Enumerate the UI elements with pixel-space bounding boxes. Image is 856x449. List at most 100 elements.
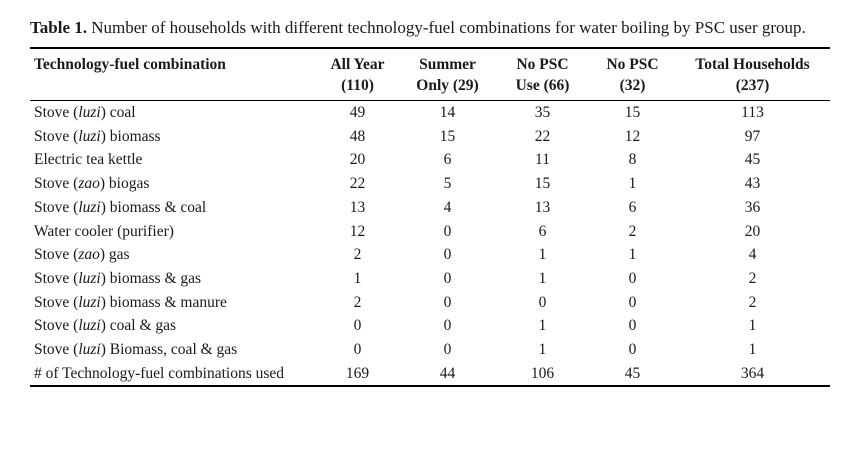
row-label-italic: luzi — [78, 198, 101, 216]
cell-no-psc-use: 1 — [538, 269, 547, 287]
row-label-italic: luzi — [78, 269, 101, 287]
header-no-psc-use: No PSC Use (66) — [495, 48, 590, 101]
cell-total-households: 97 — [744, 127, 761, 145]
row-label: Stove (luzi) coal & gas — [30, 314, 315, 338]
header-summer-only-line1: Summer — [419, 56, 476, 73]
table-row: Stove (zao) gas 2 0 1 1 4 — [30, 243, 830, 267]
cell-total-households: 1 — [748, 341, 757, 359]
cell-summer-only: 5 — [443, 175, 452, 193]
cell-no-psc-use: 15 — [534, 175, 551, 193]
cell-all-year: 0 — [353, 317, 362, 335]
row-label: Stove (zao) biogas — [30, 172, 315, 196]
cell-no-psc-use: 11 — [535, 151, 550, 169]
header-row: Technology-fuel combination All Year (11… — [30, 48, 830, 101]
cell-no-psc: 0 — [628, 317, 637, 335]
row-label-italic: luzi — [78, 317, 101, 335]
cell-all-year: 2 — [353, 246, 362, 264]
header-all-year-line1: All Year — [330, 56, 385, 73]
header-no-psc: No PSC (32) — [590, 48, 675, 101]
table-body: Stove (luzi) coal 49 14 35 15 113 Stove … — [30, 101, 830, 387]
row-label-pre: # of Technology-fuel combinations used — [34, 364, 285, 382]
table-row: Stove (luzi) biomass & gas 1 0 1 0 2 — [30, 267, 830, 291]
cell-summer-only: 0 — [443, 317, 452, 335]
row-label-italic: zao — [78, 175, 100, 193]
table-row: Electric tea kettle 20 6 11 8 45 — [30, 148, 830, 172]
cell-no-psc-use: 1 — [538, 341, 547, 359]
table-row-totals: # of Technology-fuel combinations used 1… — [30, 362, 830, 387]
row-label-pre: Water cooler (purifier) — [34, 222, 174, 240]
row-label-italic: luzi — [78, 104, 101, 121]
row-label-post: ) Biomass, coal & gas — [100, 341, 238, 359]
row-label-pre: Stove ( — [34, 246, 79, 264]
row-label-italic: luzi — [78, 341, 101, 359]
cell-no-psc-use: 22 — [534, 127, 551, 145]
row-label-pre: Stove ( — [34, 198, 79, 216]
cell-all-year: 0 — [353, 341, 362, 359]
cell-no-psc: 1 — [628, 246, 637, 264]
table-row: Stove (luzi) biomass & manure 2 0 0 0 2 — [30, 291, 830, 315]
cell-summer-only: 15 — [439, 127, 456, 145]
cell-no-psc: 8 — [628, 151, 637, 169]
row-label: Stove (zao) gas — [30, 243, 315, 267]
header-no-psc-line2: (32) — [619, 77, 646, 94]
header-summer-only-line2: Only (29) — [416, 77, 479, 94]
cell-summer-only: 14 — [439, 104, 456, 121]
cell-total-households: 36 — [744, 198, 761, 216]
header-total-households: Total Households (237) — [675, 48, 830, 101]
table-row: Stove (luzi) coal & gas 0 0 1 0 1 — [30, 314, 830, 338]
cell-summer-only: 0 — [443, 222, 452, 240]
cell-no-psc: 2 — [628, 222, 637, 240]
row-label-post: ) coal & gas — [100, 317, 177, 335]
table-row: Water cooler (purifier) 12 0 6 2 20 — [30, 220, 830, 244]
cell-all-year: 22 — [349, 175, 366, 193]
cell-total-households: 20 — [744, 222, 761, 240]
cell-all-year: 2 — [353, 293, 362, 311]
row-label-pre: Stove ( — [34, 269, 79, 287]
table-header: Technology-fuel combination All Year (11… — [30, 48, 830, 101]
row-label-post: ) biomass & gas — [100, 269, 202, 287]
table-caption-number: Table 1. — [30, 18, 88, 37]
table-caption-text: Number of households with different tech… — [91, 18, 806, 37]
table-row: Stove (zao) biogas 22 5 15 1 43 — [30, 172, 830, 196]
cell-no-psc: 12 — [624, 127, 641, 145]
table-row: Stove (luzi) biomass & coal 13 4 13 6 36 — [30, 196, 830, 220]
cell-all-year: 20 — [349, 151, 366, 169]
row-label-post: ) biomass & coal — [100, 198, 207, 216]
row-label-post: ) biomass — [100, 127, 161, 145]
row-label-pre: Electric tea kettle — [34, 151, 143, 169]
row-label-pre: Stove ( — [34, 341, 79, 359]
header-technology-fuel-combination: Technology-fuel combination — [30, 48, 315, 101]
row-label-pre: Stove ( — [34, 317, 79, 335]
cell-no-psc-use: 1 — [538, 246, 547, 264]
row-label-post: ) coal — [100, 104, 136, 121]
row-label-post: ) gas — [99, 246, 130, 264]
table-row: Stove (luzi) coal 49 14 35 15 113 — [30, 101, 830, 125]
header-total-households-line1: Total Households — [695, 56, 810, 73]
row-label-italic: zao — [78, 246, 100, 264]
cell-no-psc: 6 — [628, 198, 637, 216]
cell-summer-only: 6 — [443, 151, 452, 169]
cell-all-year: 49 — [349, 104, 366, 121]
cell-no-psc-use: 35 — [534, 104, 551, 121]
cell-all-year: 13 — [349, 198, 366, 216]
row-label: Stove (luzi) Biomass, coal & gas — [30, 338, 315, 362]
cell-no-psc: 0 — [628, 341, 637, 359]
cell-total-households: 4 — [748, 246, 757, 264]
cell-no-psc-use: 13 — [534, 198, 551, 216]
cell-summer-only: 0 — [443, 246, 452, 264]
row-label-italic: luzi — [78, 293, 101, 311]
cell-summer-only: 0 — [443, 293, 452, 311]
header-total-households-line2: (237) — [735, 77, 770, 94]
cell-all-year: 12 — [349, 222, 366, 240]
cell-total-households: 43 — [744, 175, 761, 193]
cell-total-households: 1 — [748, 317, 757, 335]
cell-summer-only: 44 — [439, 364, 456, 382]
cell-all-year: 48 — [349, 127, 366, 145]
header-summer-only: Summer Only (29) — [400, 48, 495, 101]
header-no-psc-use-line1: No PSC — [516, 56, 569, 73]
row-label: Stove (luzi) biomass & gas — [30, 267, 315, 291]
row-label: Electric tea kettle — [30, 148, 315, 172]
table-row: Stove (luzi) biomass 48 15 22 12 97 — [30, 125, 830, 149]
row-label: Water cooler (purifier) — [30, 220, 315, 244]
row-label-post: ) biogas — [99, 175, 150, 193]
